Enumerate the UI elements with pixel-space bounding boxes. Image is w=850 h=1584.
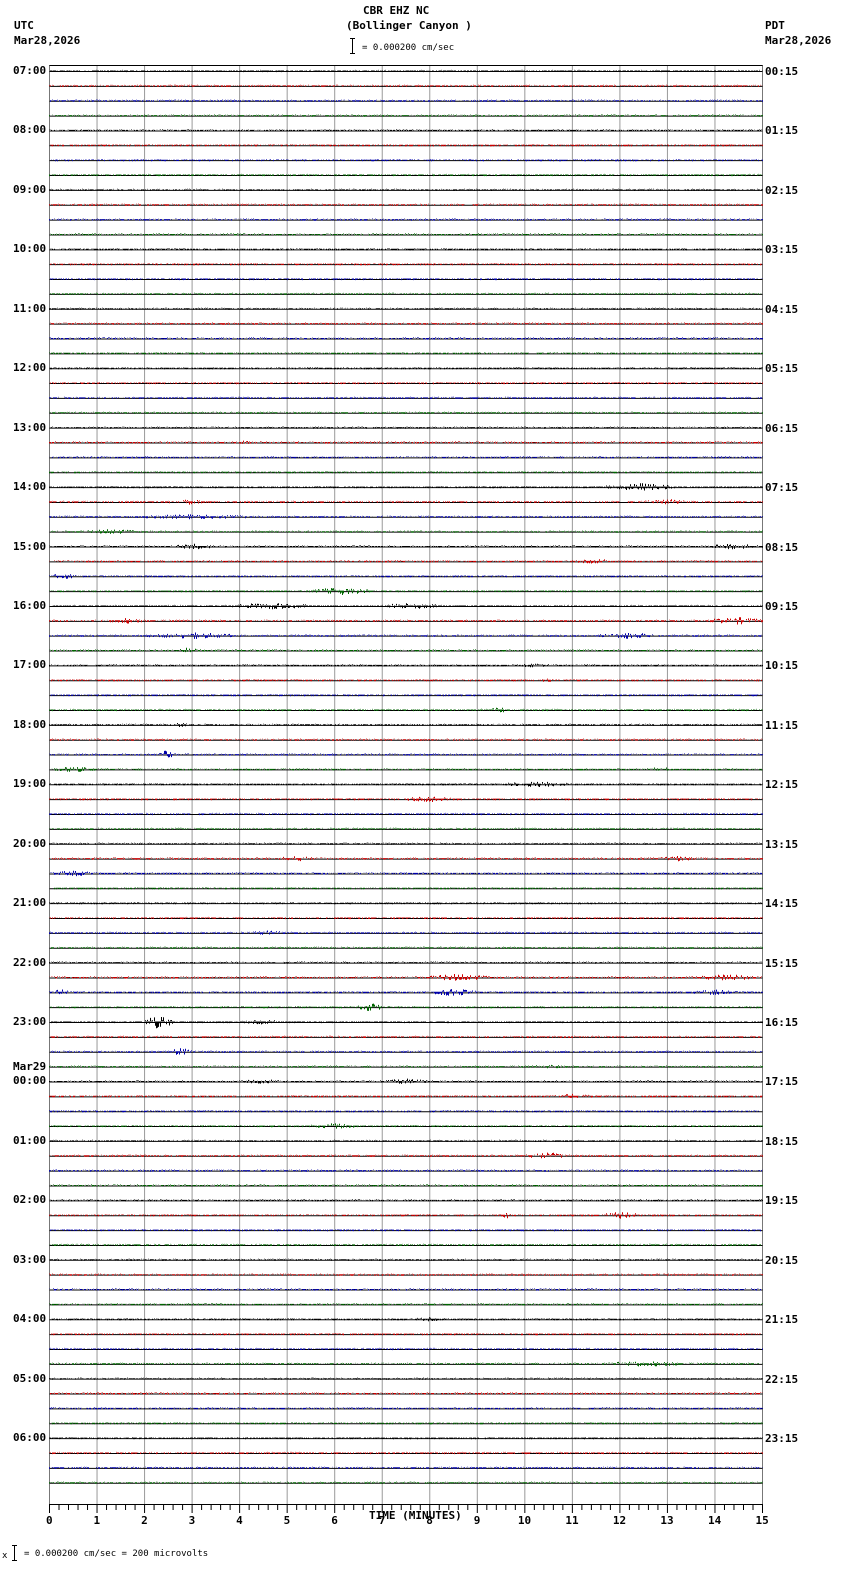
- pdt-hour-label: 10:15: [765, 659, 799, 673]
- pdt-hour-label: 19:15: [765, 1194, 799, 1208]
- utc-hour-label: 07:00: [13, 64, 47, 77]
- footer-scale-text: = 0.000200 cm/sec = 200 microvolts: [24, 1549, 209, 1559]
- utc-hour-label: 19:00: [13, 777, 47, 791]
- pdt-hour-label: 00:15: [765, 65, 799, 78]
- pdt-hour-label: 06:15: [765, 421, 799, 435]
- x-tick-label: 8: [426, 1514, 433, 1527]
- pdt-hour-label: 11:15: [765, 718, 799, 732]
- utc-hour-label: 03:00: [13, 1252, 47, 1266]
- utc-hour-label: 06:00: [13, 1431, 47, 1445]
- utc-hour-label: 22:00: [13, 955, 47, 969]
- x-tick-label: 10: [517, 1514, 532, 1527]
- scale-text: = 0.000200 cm/sec: [362, 43, 455, 53]
- footer-scale-bar-icon: [11, 1545, 18, 1561]
- x-tick-label: 0: [46, 1514, 53, 1527]
- pdt-hour-label: 17:15: [765, 1075, 799, 1089]
- x-tick-label: 5: [283, 1514, 291, 1527]
- utc-hour-label: 04:00: [13, 1312, 47, 1326]
- x-axis-title: TIME (MINUTES): [369, 1509, 462, 1522]
- x-tick-label: 6: [331, 1514, 338, 1527]
- utc-hour-label: 12:00: [13, 361, 47, 375]
- utc-hour-label: 13:00: [13, 420, 47, 434]
- utc-hour-label: 09:00: [13, 182, 47, 196]
- utc-hour-label: 18:00: [13, 717, 47, 731]
- x-tick-label: 7: [378, 1514, 386, 1527]
- utc-hour-label: 17:00: [13, 658, 47, 672]
- scale-bar-icon: [349, 38, 356, 54]
- utc-hour-label: 23:00: [13, 1015, 47, 1029]
- x-tick-label: 13: [660, 1514, 674, 1527]
- utc-hour-label: 21:00: [13, 896, 47, 910]
- left-timezone: UTC: [14, 19, 34, 32]
- x-tick-label: 4: [236, 1514, 243, 1527]
- x-tick-label: 12: [612, 1514, 627, 1527]
- pdt-hour-label: 21:15: [765, 1313, 799, 1327]
- pdt-hour-label: 12:15: [765, 778, 799, 792]
- utc-hour-label: 11:00: [13, 301, 47, 315]
- pdt-hour-label: 03:15: [765, 243, 799, 257]
- utc-hour-label: 16:00: [13, 598, 47, 612]
- utc-hour-label: 05:00: [13, 1371, 47, 1385]
- x-tick-label: 15: [755, 1514, 769, 1527]
- left-date: Mar28,2026: [14, 34, 81, 47]
- pdt-hour-label: 20:15: [765, 1253, 799, 1267]
- pdt-hour-label: 09:15: [765, 599, 799, 613]
- pdt-hour-label: 18:15: [765, 1134, 799, 1148]
- utc-hour-label: 02:00: [13, 1193, 47, 1207]
- pdt-hour-label: 23:15: [765, 1432, 799, 1446]
- pdt-hour-label: 22:15: [765, 1372, 799, 1386]
- pdt-hour-label: 15:15: [765, 956, 799, 970]
- utc-hour-label: 10:00: [13, 242, 47, 256]
- utc-hour-label: 00:00: [13, 1074, 47, 1088]
- right-date: Mar28,2026: [765, 34, 832, 47]
- pdt-hour-label: 04:15: [765, 302, 799, 316]
- station-title: CBR EHZ NC: [363, 4, 430, 17]
- pdt-hour-label: 14:15: [765, 897, 799, 911]
- utc-hour-label: 15:00: [13, 539, 47, 553]
- utc-hour-label: 08:00: [13, 123, 47, 137]
- pdt-hour-label: 02:15: [765, 183, 799, 197]
- pdt-hour-label: 13:15: [765, 837, 799, 851]
- x-tick-label: 11: [565, 1514, 579, 1527]
- x-tick-label: 3: [188, 1514, 196, 1527]
- utc-hour-label: 14:00: [13, 480, 47, 494]
- x-tick-label: 1: [93, 1514, 101, 1527]
- x-tick-label: 9: [473, 1514, 481, 1527]
- pdt-hour-label: 05:15: [765, 362, 799, 376]
- right-timezone: PDT: [765, 19, 785, 32]
- utc-hour-label: 20:00: [13, 836, 47, 850]
- x-tick-label: 2: [141, 1514, 148, 1527]
- pdt-hour-label: 07:15: [765, 481, 799, 495]
- pdt-hour-label: 16:15: [765, 1016, 799, 1030]
- pdt-hour-label: 08:15: [765, 540, 799, 554]
- footer-prefix: x: [2, 1551, 8, 1561]
- pdt-hour-label: 01:15: [765, 124, 799, 138]
- utc-date-label: Mar29: [13, 1060, 47, 1074]
- utc-hour-label: 01:00: [13, 1133, 47, 1147]
- station-location: (Bollinger Canyon ): [346, 19, 472, 32]
- x-tick-label: 14: [707, 1514, 722, 1527]
